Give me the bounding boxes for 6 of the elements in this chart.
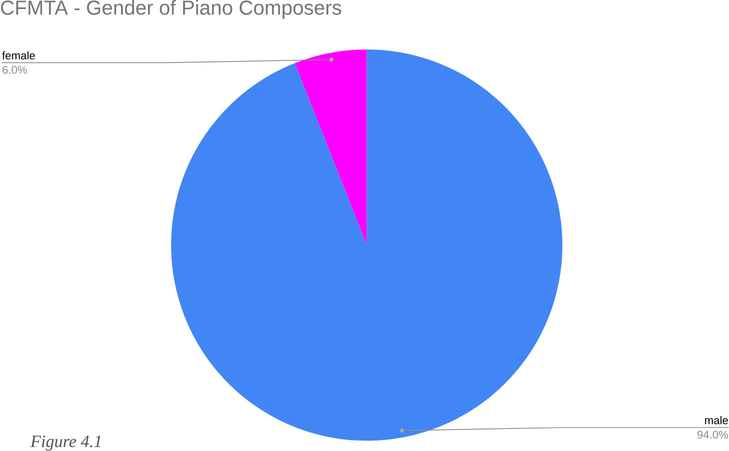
data-label: 94.0% [697,430,728,439]
data-label: 6.0% [2,66,27,74]
text: Figure 4.1 [30,436,100,451]
slice-label: male [705,416,728,424]
slice-label: female [2,51,35,60]
chart-title: CFMTA - Gender of Piano Composers [1,0,342,19]
